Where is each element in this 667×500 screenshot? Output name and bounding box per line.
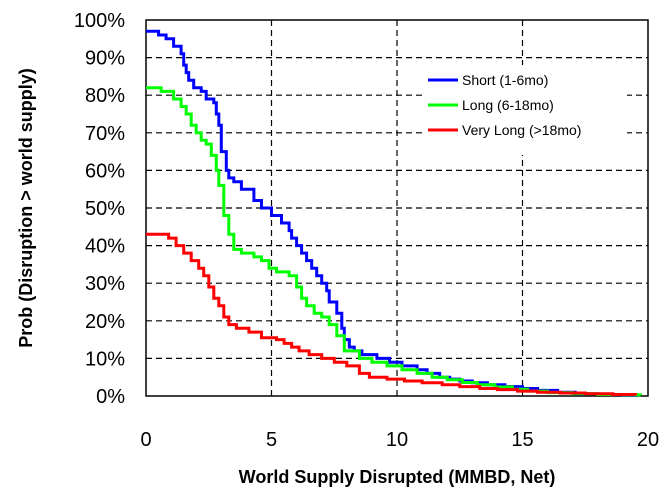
- series-line-2: [146, 86, 642, 397]
- y-tick-label: 10%: [85, 348, 125, 370]
- y-tick-label: 60%: [85, 160, 125, 182]
- x-tick-label: 10: [386, 429, 408, 451]
- legend-label-3: Very Long (>18mo): [462, 122, 581, 138]
- y-tick-label: 20%: [85, 311, 125, 333]
- y-tick-label: 70%: [85, 123, 125, 145]
- y-tick-label: 30%: [85, 273, 125, 295]
- y-axis-title: Prob (Disruption > world supply): [16, 68, 36, 348]
- y-tick-label: 40%: [85, 236, 125, 258]
- y-tick-label: 80%: [85, 85, 125, 107]
- x-tick-labels: 0 5 10 15 20: [140, 429, 659, 451]
- legend-label-2: Long (6-18mo): [462, 97, 554, 113]
- x-tick-label: 5: [266, 429, 277, 451]
- y-tick-label: 100%: [74, 10, 125, 32]
- y-tick-labels: 0% 10% 20% 30% 40% 50% 60% 70% 80% 90% 100%: [74, 10, 125, 408]
- legend-label-1: Short (1-6mo): [462, 72, 548, 88]
- y-tick-label: 90%: [85, 48, 125, 70]
- x-tick-label: 0: [140, 429, 151, 451]
- series-lines: [146, 29, 642, 397]
- x-axis-title: World Supply Disrupted (MMBD, Net): [239, 467, 556, 487]
- x-tick-label: 15: [511, 429, 533, 451]
- y-tick-label: 0%: [96, 386, 125, 408]
- series-line-3: [146, 232, 637, 396]
- y-tick-label: 50%: [85, 198, 125, 220]
- x-tick-label: 20: [637, 429, 659, 451]
- legend: Short (1-6mo) Long (6-18mo) Very Long (>18…: [422, 65, 627, 155]
